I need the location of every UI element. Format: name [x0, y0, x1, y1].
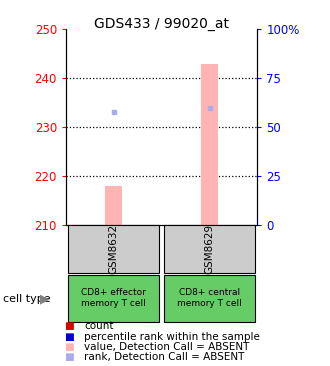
Text: ■: ■ [64, 332, 74, 342]
Text: CD8+ central
memory T cell: CD8+ central memory T cell [177, 288, 242, 308]
Text: ■: ■ [64, 352, 74, 362]
Text: CD8+ effector
memory T cell: CD8+ effector memory T cell [82, 288, 146, 308]
Bar [68, 274, 159, 322]
Bar [201, 64, 218, 225]
Text: GSM8629: GSM8629 [205, 224, 214, 274]
Text: rank, Detection Call = ABSENT: rank, Detection Call = ABSENT [84, 352, 245, 362]
Bar [68, 225, 159, 273]
Bar [105, 186, 122, 225]
Text: cell type: cell type [3, 294, 51, 304]
Text: count: count [84, 321, 114, 332]
Text: ■: ■ [64, 342, 74, 352]
Text: GDS433 / 99020_at: GDS433 / 99020_at [94, 17, 229, 31]
Text: GSM8632: GSM8632 [109, 224, 119, 274]
Text: value, Detection Call = ABSENT: value, Detection Call = ABSENT [84, 342, 249, 352]
Bar [164, 225, 255, 273]
Text: percentile rank within the sample: percentile rank within the sample [84, 332, 260, 342]
Text: ■: ■ [64, 321, 74, 332]
Text: ▶: ▶ [40, 292, 50, 306]
Bar [164, 274, 255, 322]
